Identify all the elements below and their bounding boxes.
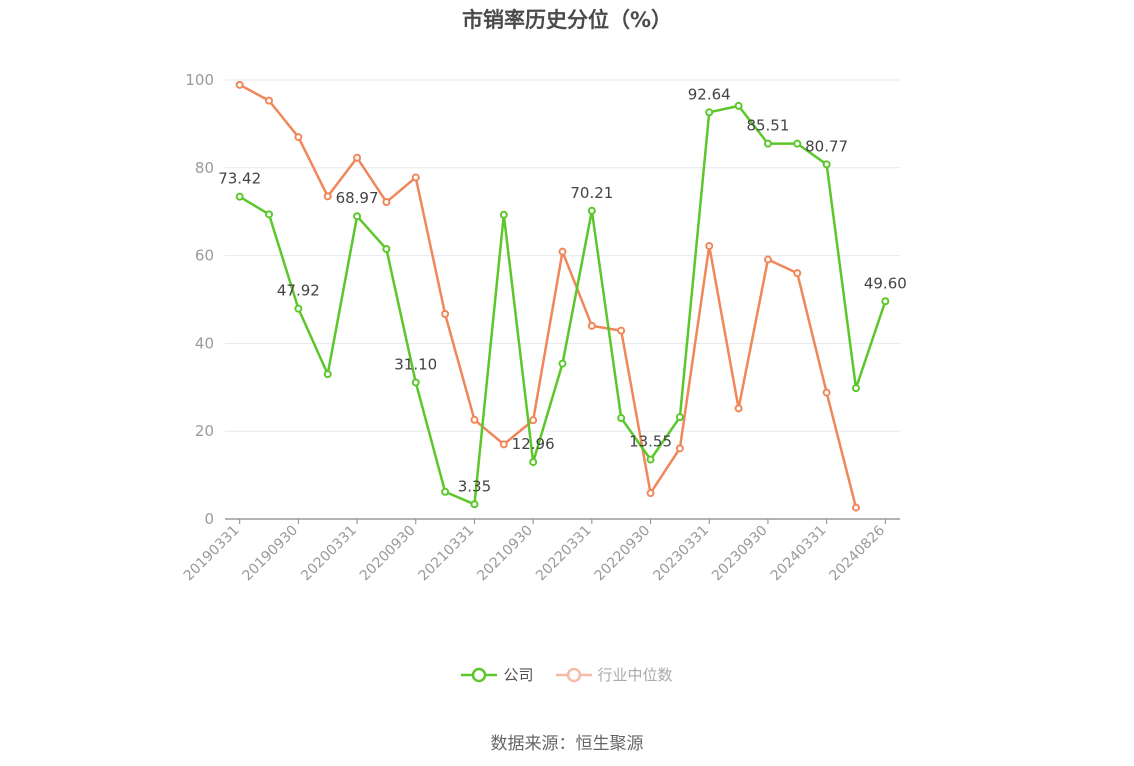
industry-data-point: [353, 153, 362, 162]
company-data-label: 47.92: [277, 282, 320, 300]
company-data-point: [353, 212, 362, 221]
legend-item-industry[interactable]: 行业中位数: [555, 664, 673, 685]
industry-data-point: [411, 173, 420, 182]
industry-data-point: [587, 321, 596, 330]
legend-company-marker-icon: [461, 667, 498, 682]
company-data-point: [441, 487, 450, 496]
x-tick-label: 20210930: [474, 523, 536, 585]
x-tick-label: 20240331: [768, 523, 830, 585]
industry-data-point: [675, 444, 684, 453]
company-data-point: [705, 108, 714, 117]
company-data-label: 80.77: [805, 137, 848, 155]
x-tick-label: 20200930: [357, 523, 419, 585]
industry-data-point: [235, 80, 244, 89]
company-data-point: [822, 160, 831, 169]
company-data-label: 12.96: [512, 435, 555, 453]
legend-industry-label: 行业中位数: [597, 666, 673, 684]
y-tick-label: 0: [204, 510, 214, 528]
x-tick-label: 20190331: [181, 523, 243, 585]
company-data-point: [529, 458, 538, 467]
company-data-label: 13.55: [629, 433, 672, 451]
company-data-point: [323, 370, 332, 379]
company-data-point: [617, 414, 626, 423]
legend-item-company[interactable]: 公司: [461, 664, 534, 685]
company-data-label: 68.97: [336, 189, 379, 207]
company-data-point: [294, 304, 303, 313]
y-tick-label: 40: [195, 334, 214, 352]
y-tick-label: 20: [195, 422, 214, 440]
company-data-point: [265, 210, 274, 219]
legend: 公司 行业中位数: [0, 664, 1134, 685]
x-tick-label: 20230930: [709, 523, 771, 585]
industry-data-point: [558, 247, 567, 256]
y-tick-label: 80: [195, 159, 214, 177]
industry-data-point: [793, 269, 802, 278]
industry-data-point: [265, 96, 274, 105]
industry-data-point: [734, 404, 743, 413]
industry-data-point: [763, 255, 772, 264]
company-data-point: [382, 245, 391, 254]
company-data-point: [793, 139, 802, 148]
chart-title: 市销率历史分位（%）: [461, 8, 673, 32]
company-data-label: 31.10: [394, 355, 437, 373]
industry-data-point: [294, 133, 303, 142]
industry-data-point: [441, 309, 450, 318]
x-tick-label: 20210331: [416, 523, 478, 585]
legend-company-label: 公司: [503, 666, 534, 684]
company-data-label: 3.35: [458, 477, 491, 495]
company-data-point: [763, 139, 772, 148]
company-data-point: [587, 206, 596, 215]
company-data-label: 70.21: [570, 184, 613, 202]
x-tick-label: 20200331: [298, 523, 360, 585]
industry-data-point: [470, 415, 479, 424]
company-data-label: 73.42: [218, 170, 261, 188]
y-tick-label: 100: [185, 71, 214, 89]
company-series-line: [239, 104, 887, 506]
x-tick-label: 20240826: [826, 522, 888, 584]
company-data-point: [881, 297, 890, 306]
x-tick-label: 20220331: [533, 523, 595, 585]
company-data-point: [411, 378, 420, 387]
company-data-point: [646, 455, 655, 464]
company-data-point: [675, 413, 684, 422]
company-data-point: [470, 500, 479, 509]
industry-data-point: [646, 489, 655, 498]
industry-data-point: [529, 416, 538, 425]
company-data-label: 85.51: [746, 117, 789, 135]
company-data-point: [851, 384, 860, 393]
industry-data-point: [705, 241, 714, 250]
industry-data-point: [617, 326, 626, 335]
industry-data-point: [499, 440, 508, 449]
x-tick-label: 20190930: [239, 523, 301, 585]
industry-data-point: [323, 192, 332, 201]
legend-industry-marker-icon: [555, 667, 592, 682]
company-data-point: [235, 192, 244, 201]
x-tick-label: 20230331: [650, 523, 712, 585]
company-data-label: 49.60: [864, 274, 907, 292]
x-tick-label: 20220930: [592, 523, 654, 585]
company-data-label: 92.64: [688, 85, 731, 103]
industry-series-line: [239, 83, 858, 508]
industry-data-point: [851, 503, 860, 512]
data-source: 数据来源：恒生聚源: [490, 734, 644, 754]
company-data-point: [734, 101, 743, 110]
company-data-point: [558, 359, 567, 368]
industry-data-point: [382, 198, 391, 207]
company-data-point: [499, 210, 508, 219]
y-tick-label: 60: [195, 247, 214, 265]
industry-data-point: [822, 388, 831, 397]
